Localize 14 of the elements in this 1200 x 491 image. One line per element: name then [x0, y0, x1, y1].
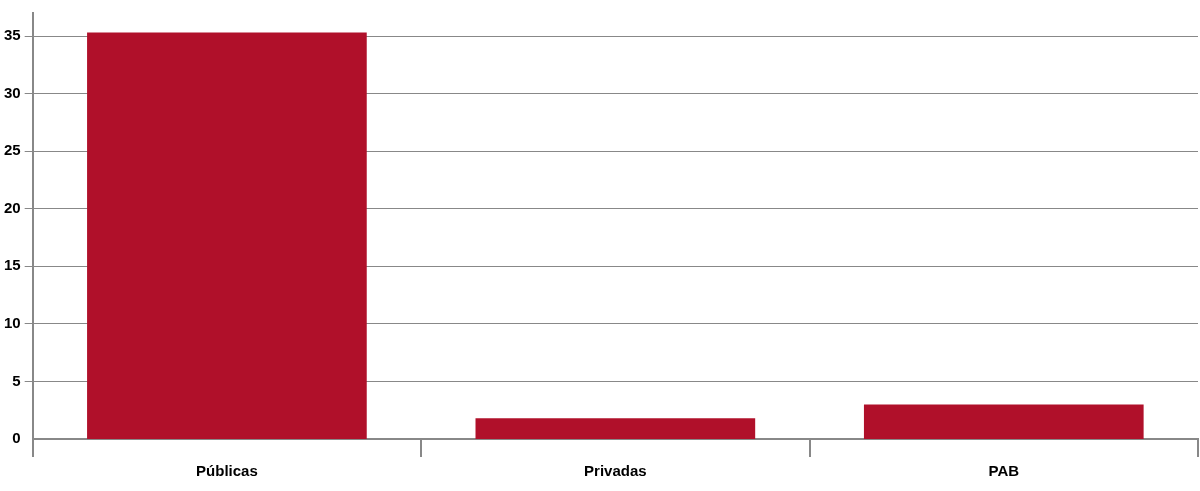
- y-tick-label: 20: [4, 198, 21, 216]
- y-tick-label: 30: [4, 83, 21, 101]
- x-tick-label: Privadas: [584, 462, 647, 480]
- y-tick-label: 0: [12, 429, 21, 447]
- x-tick-label: PAB: [988, 462, 1020, 480]
- bar: [87, 32, 367, 439]
- y-tick-label: 25: [4, 141, 21, 159]
- y-tick-label: 10: [4, 314, 21, 332]
- x-tick-label: Públicas: [196, 462, 258, 480]
- y-tick-label: 5: [12, 371, 21, 389]
- bar: [475, 418, 756, 439]
- y-tick-label: 35: [4, 26, 21, 44]
- bar: [863, 404, 1144, 439]
- y-tick-label: 15: [4, 256, 21, 274]
